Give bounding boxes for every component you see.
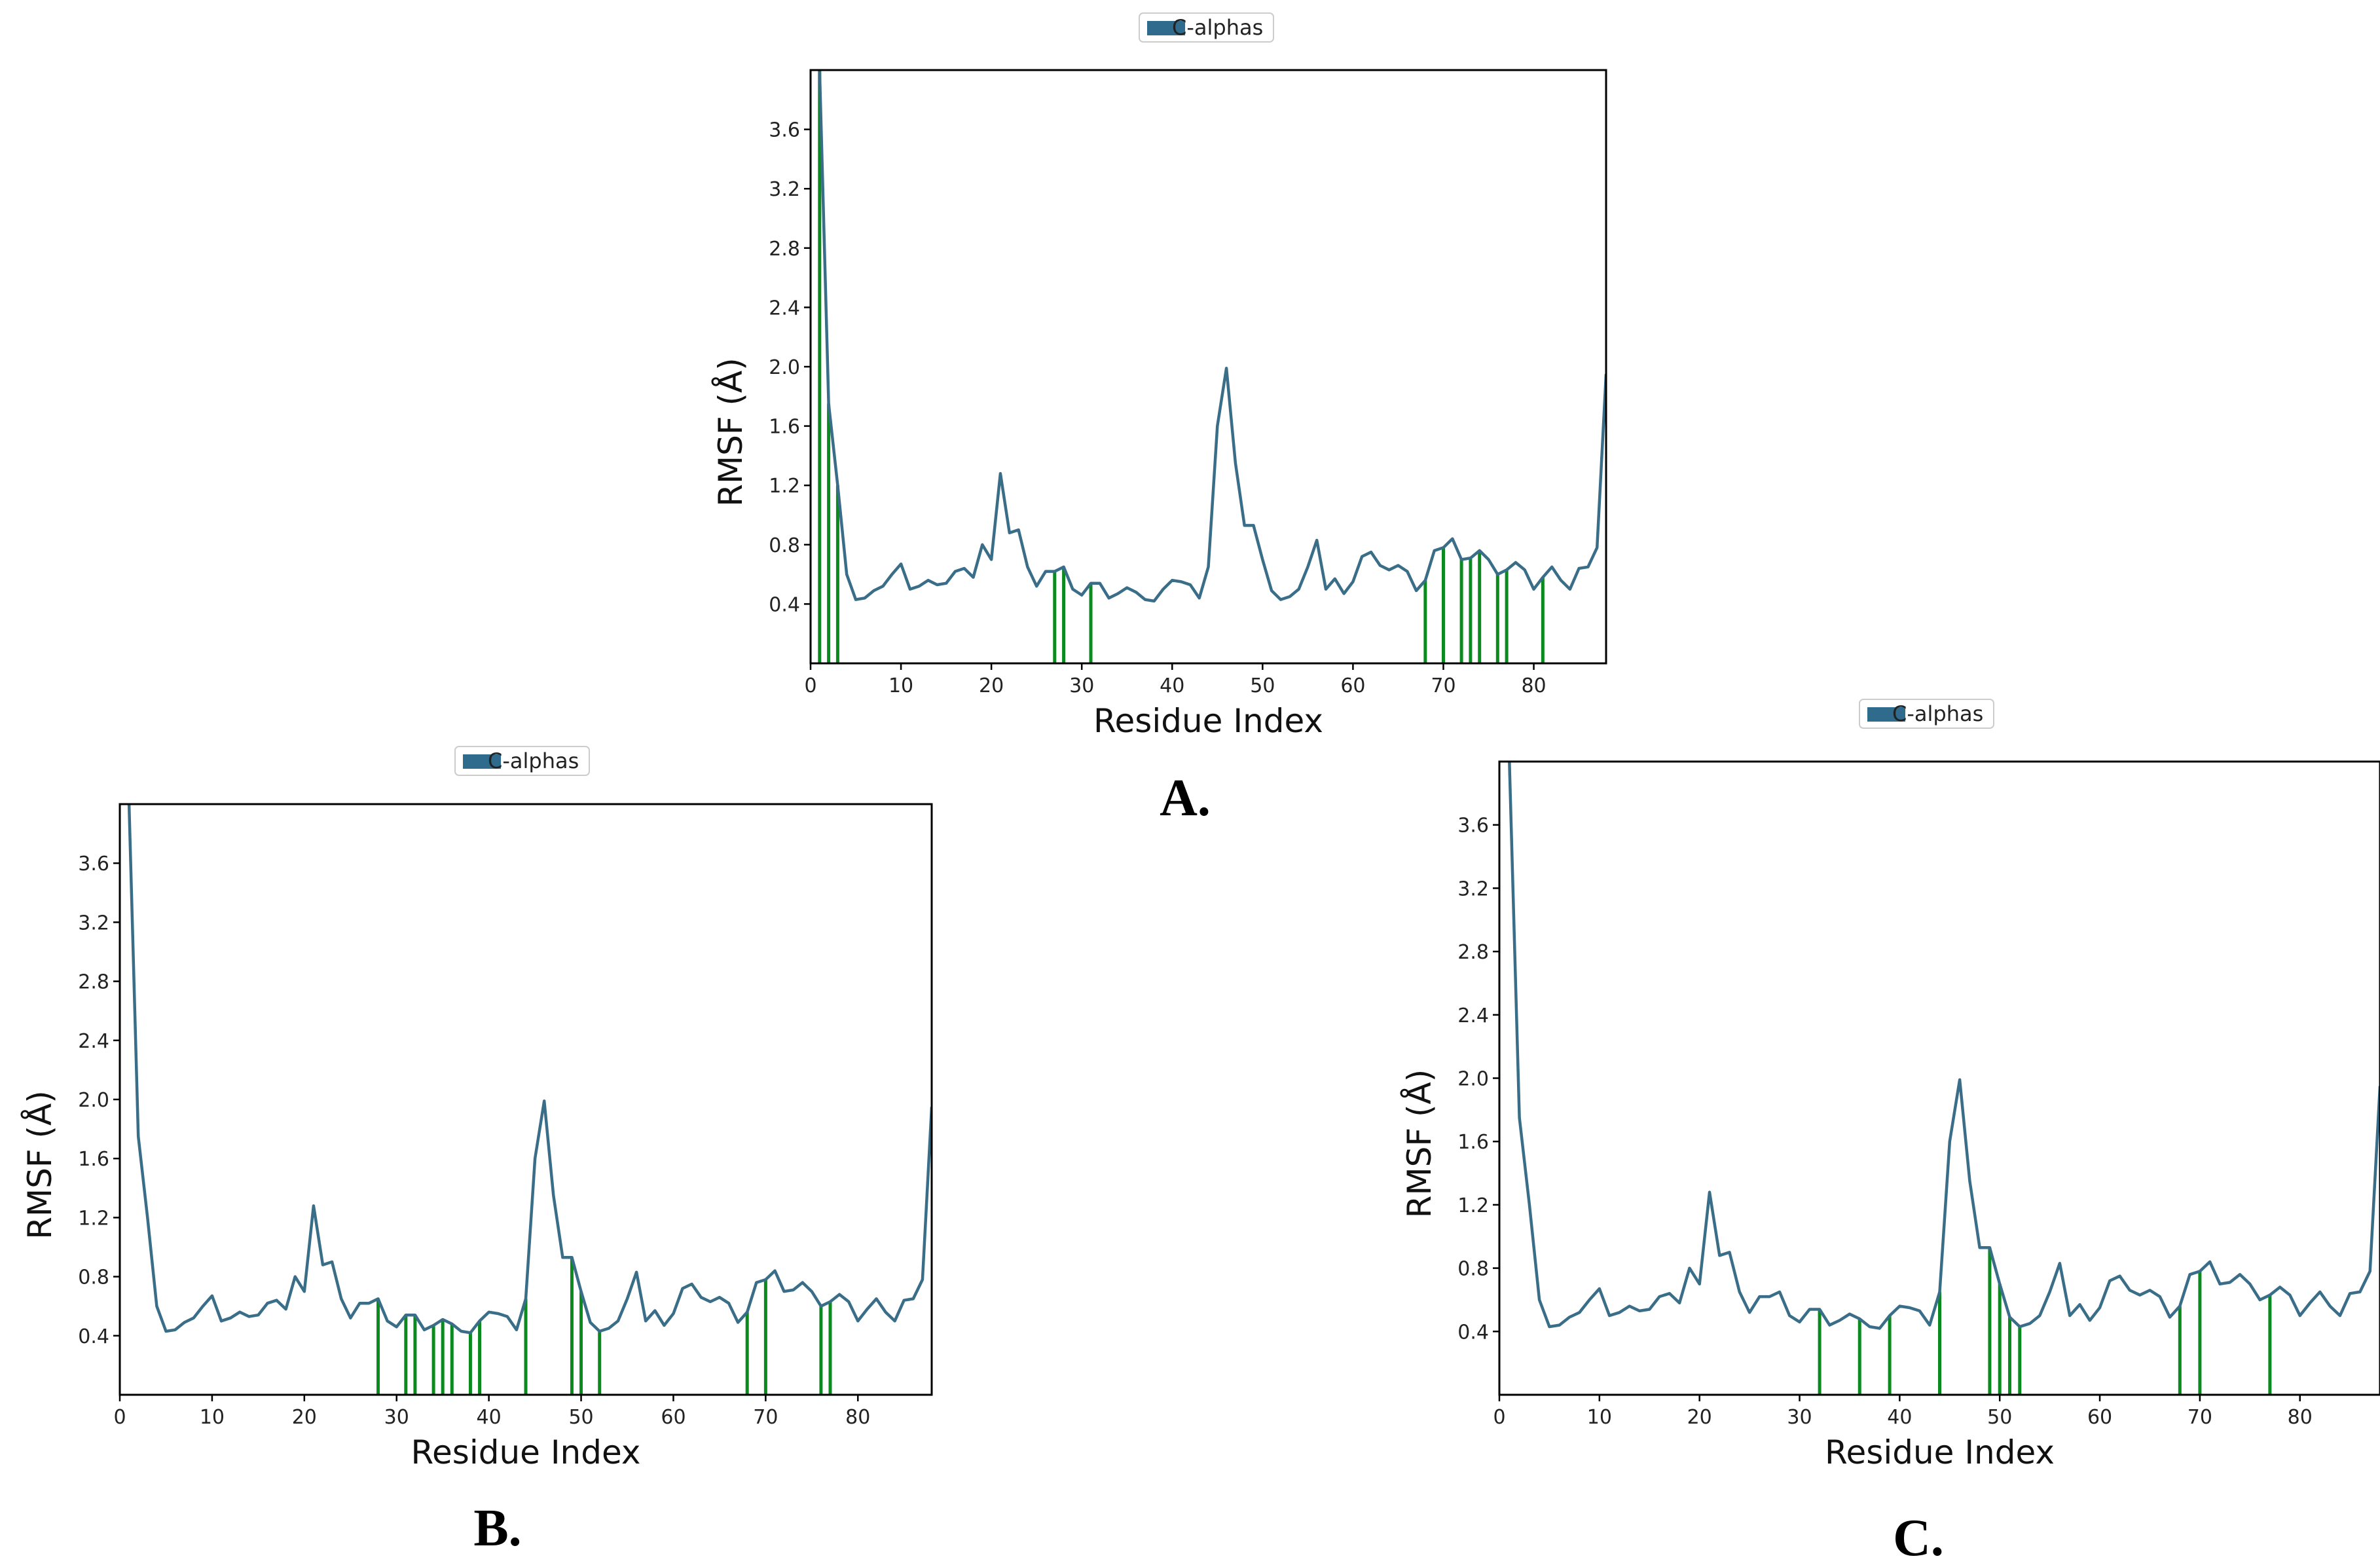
y-tick-label: 3.6 — [769, 119, 800, 142]
panel-label: B. — [473, 1500, 521, 1557]
y-tick-label: 1.6 — [1457, 1131, 1489, 1154]
y-tick-label: 1.2 — [78, 1207, 109, 1230]
rmsf-line — [818, 70, 1606, 603]
x-tick-label: 70 — [753, 1406, 778, 1429]
x-tick-label: 50 — [1987, 1406, 2012, 1429]
x-tick-label: 40 — [1887, 1406, 1912, 1429]
rmsf-line — [1508, 762, 2380, 1330]
legend: C-alphas — [1859, 699, 1994, 729]
x-tick-label: 60 — [2087, 1406, 2112, 1429]
panel-label: C. — [1893, 1509, 1944, 1567]
x-axis-label: Residue Index — [1093, 702, 1323, 740]
x-tick-label: 50 — [1250, 674, 1275, 697]
legend-label: C-alphas — [1892, 701, 1983, 726]
x-tick-label: 40 — [477, 1406, 502, 1429]
x-tick-label: 10 — [200, 1406, 225, 1429]
y-tick-label: 2.8 — [1457, 941, 1489, 964]
chart-panel-c: 0 10 20 30 40 50 60 70 80 0.4 0.8 1.2 1.6 2.0 2.4 2.8 3.… — [1401, 699, 2380, 1567]
y-tick-label: 2.4 — [769, 297, 800, 320]
y-tick-label: 1.2 — [1457, 1194, 1489, 1217]
x-tick-label: 80 — [2288, 1406, 2313, 1429]
x-tick-label: 60 — [1340, 674, 1365, 697]
y-tick-label: 0.4 — [1457, 1321, 1489, 1344]
y-tick-label: 0.8 — [1457, 1258, 1489, 1281]
y-tick-label: 2.8 — [769, 238, 800, 261]
y-axis-label: RMSF (Å) — [21, 1090, 59, 1240]
legend-swatch — [1867, 707, 1905, 722]
x-tick-label: 20 — [292, 1406, 317, 1429]
legend-swatch — [1147, 21, 1185, 35]
legend-label: C-alphas — [1172, 15, 1263, 40]
panel-label: A. — [1160, 769, 1211, 827]
y-tick-label: 0.4 — [769, 593, 800, 616]
rmsf-line — [127, 804, 932, 1335]
x-tick-label: 80 — [1521, 674, 1546, 697]
chart-panel-b: 0 10 20 30 40 50 60 70 80 0.4 0.8 1.2 1.6 2.0 2.4 2.8 3.… — [21, 746, 933, 1557]
legend: C-alphas — [1139, 12, 1274, 43]
x-axis-label: Residue Index — [1825, 1433, 2055, 1471]
y-tick-label: 2.0 — [769, 356, 800, 379]
x-tick-label: 10 — [1587, 1406, 1612, 1429]
x-tick-label: 70 — [1431, 674, 1455, 697]
x-tick-label: 30 — [1069, 674, 1094, 697]
y-tick-label: 2.4 — [1457, 1005, 1489, 1027]
legend-swatch — [463, 754, 501, 769]
y-tick-label: 0.8 — [78, 1266, 109, 1289]
y-tick-label: 3.2 — [78, 912, 109, 934]
x-tick-label: 60 — [661, 1406, 686, 1429]
x-tick-label: 80 — [845, 1406, 870, 1429]
x-tick-label: 70 — [2188, 1406, 2212, 1429]
y-tick-label: 3.6 — [78, 853, 109, 876]
x-tick-label: 0 — [113, 1406, 126, 1429]
x-axis-label: Residue Index — [411, 1433, 641, 1471]
y-tick-label: 2.8 — [78, 971, 109, 994]
x-tick-label: 0 — [1493, 1406, 1505, 1429]
x-tick-label: 20 — [979, 674, 1004, 697]
y-tick-label: 3.6 — [1457, 815, 1489, 838]
y-axis-label: RMSF (Å) — [712, 358, 750, 507]
legend-label: C-alphas — [488, 748, 579, 773]
y-tick-label: 1.2 — [769, 475, 800, 498]
y-tick-label: 3.2 — [769, 178, 800, 201]
x-tick-label: 40 — [1160, 674, 1184, 697]
x-tick-label: 30 — [384, 1406, 409, 1429]
legend: C-alphas — [454, 746, 590, 776]
y-tick-label: 3.2 — [1457, 877, 1489, 900]
y-tick-label: 2.0 — [1457, 1068, 1489, 1091]
y-tick-label: 0.8 — [769, 534, 800, 557]
x-tick-label: 0 — [804, 674, 816, 697]
y-tick-label: 2.4 — [78, 1030, 109, 1053]
y-tick-label: 2.0 — [78, 1089, 109, 1112]
y-tick-label: 1.6 — [769, 416, 800, 439]
plot-frame — [809, 69, 1607, 665]
x-tick-label: 50 — [568, 1406, 593, 1429]
x-tick-label: 30 — [1787, 1406, 1812, 1429]
y-tick-label: 0.4 — [78, 1325, 109, 1348]
x-tick-label: 10 — [888, 674, 913, 697]
x-tick-label: 20 — [1687, 1406, 1712, 1429]
y-axis-label: RMSF (Å) — [1401, 1069, 1438, 1219]
chart-panel-a: 0 10 20 30 40 50 60 70 80 0.4 0.8 1.2 1.6 2.0 2.4 2.8 3.… — [712, 12, 1607, 827]
y-tick-label: 1.6 — [78, 1148, 109, 1171]
